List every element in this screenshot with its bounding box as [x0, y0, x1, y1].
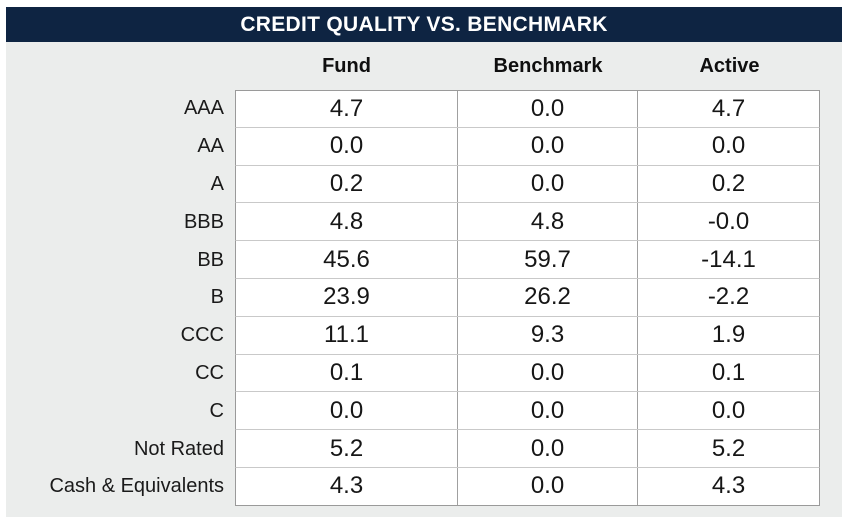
column-header-row: Fund Benchmark Active: [6, 42, 842, 90]
table-row: BBB 4.8 4.8 -0.0: [6, 203, 842, 242]
row-cells: 0.0 0.0 0.0: [235, 392, 820, 431]
row-label: Not Rated: [133, 437, 224, 460]
table-row: CC 0.1 0.0 0.1: [6, 354, 842, 393]
column-header-active: Active: [699, 54, 760, 77]
cell-fund-value: 23.9: [236, 278, 458, 316]
cell-active-value: 0.0: [711, 132, 746, 160]
row-label: C: [209, 399, 224, 422]
cell-fund-value: 0.2: [236, 165, 458, 203]
cell-benchmark-value: 0.0: [458, 430, 638, 467]
cell-active-value: 4.3: [711, 472, 746, 500]
table-row: A 0.2 0.0 0.2: [6, 165, 842, 204]
row-label: Cash & Equivalents: [49, 475, 224, 498]
cell-fund-value: 4.7: [236, 91, 458, 127]
cell-fund-value: 0.0: [236, 127, 458, 165]
cell-active-value: 0.1: [711, 358, 746, 386]
cell-benchmark-value: 0.0: [458, 354, 638, 392]
cell-benchmark-value: 26.2: [458, 278, 638, 316]
table-row: Cash & Equivalents 4.3 0.0 4.3: [6, 467, 842, 506]
cell-active-value: 5.2: [711, 434, 746, 462]
table-row: C 0.0 0.0 0.0: [6, 392, 842, 431]
cell-benchmark-value: 0.0: [458, 91, 638, 127]
row-cells: 4.7 0.0 4.7: [235, 90, 820, 128]
table-row: B 23.9 26.2 -2.2: [6, 278, 842, 317]
cell-fund-value: 0.0: [236, 392, 458, 430]
cell-benchmark-value: 0.0: [458, 165, 638, 203]
panel-title-bar: CREDIT QUALITY VS. BENCHMARK: [6, 7, 842, 42]
cell-benchmark-value: 59.7: [458, 241, 638, 278]
row-label: AA: [197, 135, 224, 158]
row-label: CC: [195, 361, 224, 384]
row-label: B: [210, 286, 224, 309]
table-row: BB 45.6 59.7 -14.1: [6, 241, 842, 279]
cell-benchmark-value: 4.8: [458, 203, 638, 241]
column-header-benchmark: Benchmark: [493, 54, 603, 77]
row-cells: 23.9 26.2 -2.2: [235, 278, 820, 317]
table-row: AA 0.0 0.0 0.0: [6, 127, 842, 166]
cell-active-value: 1.9: [711, 321, 746, 349]
row-cells: 4.8 4.8 -0.0: [235, 203, 820, 242]
row-cells: 11.1 9.3 1.9: [235, 316, 820, 355]
cell-fund-value: 0.1: [236, 354, 458, 392]
cell-benchmark-value: 0.0: [458, 392, 638, 430]
credit-quality-table-body: AAA 4.7 0.0 4.7 AA 0.0 0.0 0.0 A 0.2 0.0…: [6, 90, 842, 506]
row-cells: 0.2 0.0 0.2: [235, 165, 820, 204]
cell-active-value: 0.0: [711, 396, 746, 424]
row-cells: 5.2 0.0 5.2: [235, 430, 820, 468]
row-cells: 0.0 0.0 0.0: [235, 127, 820, 166]
row-label: A: [210, 172, 224, 195]
row-cells: 4.3 0.0 4.3: [235, 467, 820, 506]
row-label: CCC: [180, 324, 224, 347]
cell-fund-value: 5.2: [236, 430, 458, 467]
row-cells: 45.6 59.7 -14.1: [235, 241, 820, 279]
cell-fund-value: 4.3: [236, 467, 458, 505]
cell-fund-value: 45.6: [236, 241, 458, 278]
row-label: BBB: [183, 210, 224, 233]
cell-active-value: -14.1: [701, 245, 756, 273]
row-cells: 0.1 0.0 0.1: [235, 354, 820, 393]
cell-fund-value: 4.8: [236, 203, 458, 241]
column-header-fund: Fund: [322, 54, 371, 77]
cell-active-value: 0.2: [711, 169, 746, 197]
cell-active-value: 4.7: [711, 94, 746, 122]
cell-benchmark-value: 0.0: [458, 127, 638, 165]
credit-quality-panel: CREDIT QUALITY VS. BENCHMARK Fund Benchm…: [6, 7, 842, 517]
cell-active-value: -2.2: [707, 283, 750, 311]
cell-fund-value: 11.1: [236, 316, 458, 354]
panel-title: CREDIT QUALITY VS. BENCHMARK: [240, 12, 608, 36]
cell-benchmark-value: 0.0: [458, 467, 638, 505]
cell-benchmark-value: 9.3: [458, 316, 638, 354]
table-row: Not Rated 5.2 0.0 5.2: [6, 430, 842, 468]
row-label: BB: [197, 248, 224, 271]
row-label: AAA: [183, 97, 224, 120]
cell-active-value: -0.0: [707, 207, 750, 235]
table-row: CCC 11.1 9.3 1.9: [6, 316, 842, 355]
table-row: AAA 4.7 0.0 4.7: [6, 90, 842, 128]
